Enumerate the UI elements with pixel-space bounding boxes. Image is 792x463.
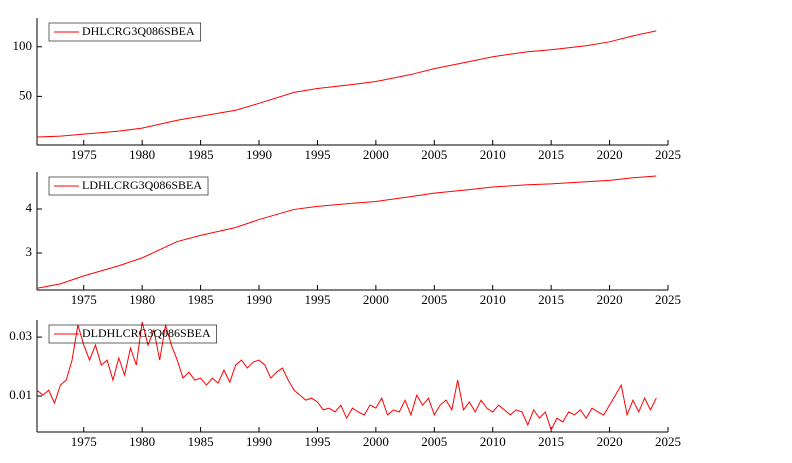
y-tick-label: 100: [13, 38, 33, 53]
x-tick-label: 2005: [421, 147, 447, 162]
x-tick-label: 2020: [597, 147, 623, 162]
legend-label: DHLCRG3Q086SBEA: [82, 24, 195, 38]
x-tick-label: 2010: [480, 434, 506, 449]
x-tick-label: 1980: [129, 147, 155, 162]
x-tick-label: 2020: [597, 434, 623, 449]
y-tick-label: 50: [19, 87, 32, 102]
x-tick-label: 1985: [188, 147, 214, 162]
y-tick-label: 0.03: [9, 328, 32, 343]
x-tick-label: 1995: [304, 147, 330, 162]
legend-box: [48, 324, 217, 344]
x-tick-label: 2025: [655, 292, 681, 307]
legend-label: DLDHLCRG3Q086SBEA: [82, 326, 211, 340]
x-tick-label: 1980: [129, 292, 155, 307]
series-line: [36, 175, 657, 289]
legend-box: [48, 22, 201, 42]
x-tick-label: 2015: [538, 292, 564, 307]
x-tick-label: 1980: [129, 434, 155, 449]
series-line: [36, 30, 657, 138]
x-tick-label: 1995: [304, 292, 330, 307]
x-tick-label: 2000: [363, 434, 389, 449]
legend-box: [48, 176, 209, 196]
x-tick-label: 2025: [655, 147, 681, 162]
x-tick-label: 2020: [597, 292, 623, 307]
x-tick-label: 2025: [655, 434, 681, 449]
x-tick-label: 2000: [363, 292, 389, 307]
x-tick-label: 1995: [304, 434, 330, 449]
x-tick-label: 2005: [421, 434, 447, 449]
legend-label: LDHLCRG3Q086SBEA: [82, 178, 202, 192]
series-line: [36, 321, 657, 432]
y-tick-label: 4: [26, 200, 33, 215]
x-tick-label: 2010: [480, 147, 506, 162]
y-tick-label: 0.01: [9, 387, 32, 402]
x-tick-label: 2005: [421, 292, 447, 307]
x-tick-label: 2010: [480, 292, 506, 307]
x-tick-label: 1990: [246, 292, 272, 307]
x-tick-label: 1975: [71, 147, 97, 162]
y-tick-label: 3: [26, 244, 33, 259]
x-tick-label: 2000: [363, 147, 389, 162]
x-tick-label: 1985: [188, 434, 214, 449]
x-tick-label: 2015: [538, 434, 564, 449]
x-tick-label: 2015: [538, 147, 564, 162]
x-tick-label: 1990: [246, 434, 272, 449]
x-tick-label: 1975: [71, 292, 97, 307]
x-tick-label: 1975: [71, 434, 97, 449]
x-tick-label: 1990: [246, 147, 272, 162]
x-tick-label: 1985: [188, 292, 214, 307]
